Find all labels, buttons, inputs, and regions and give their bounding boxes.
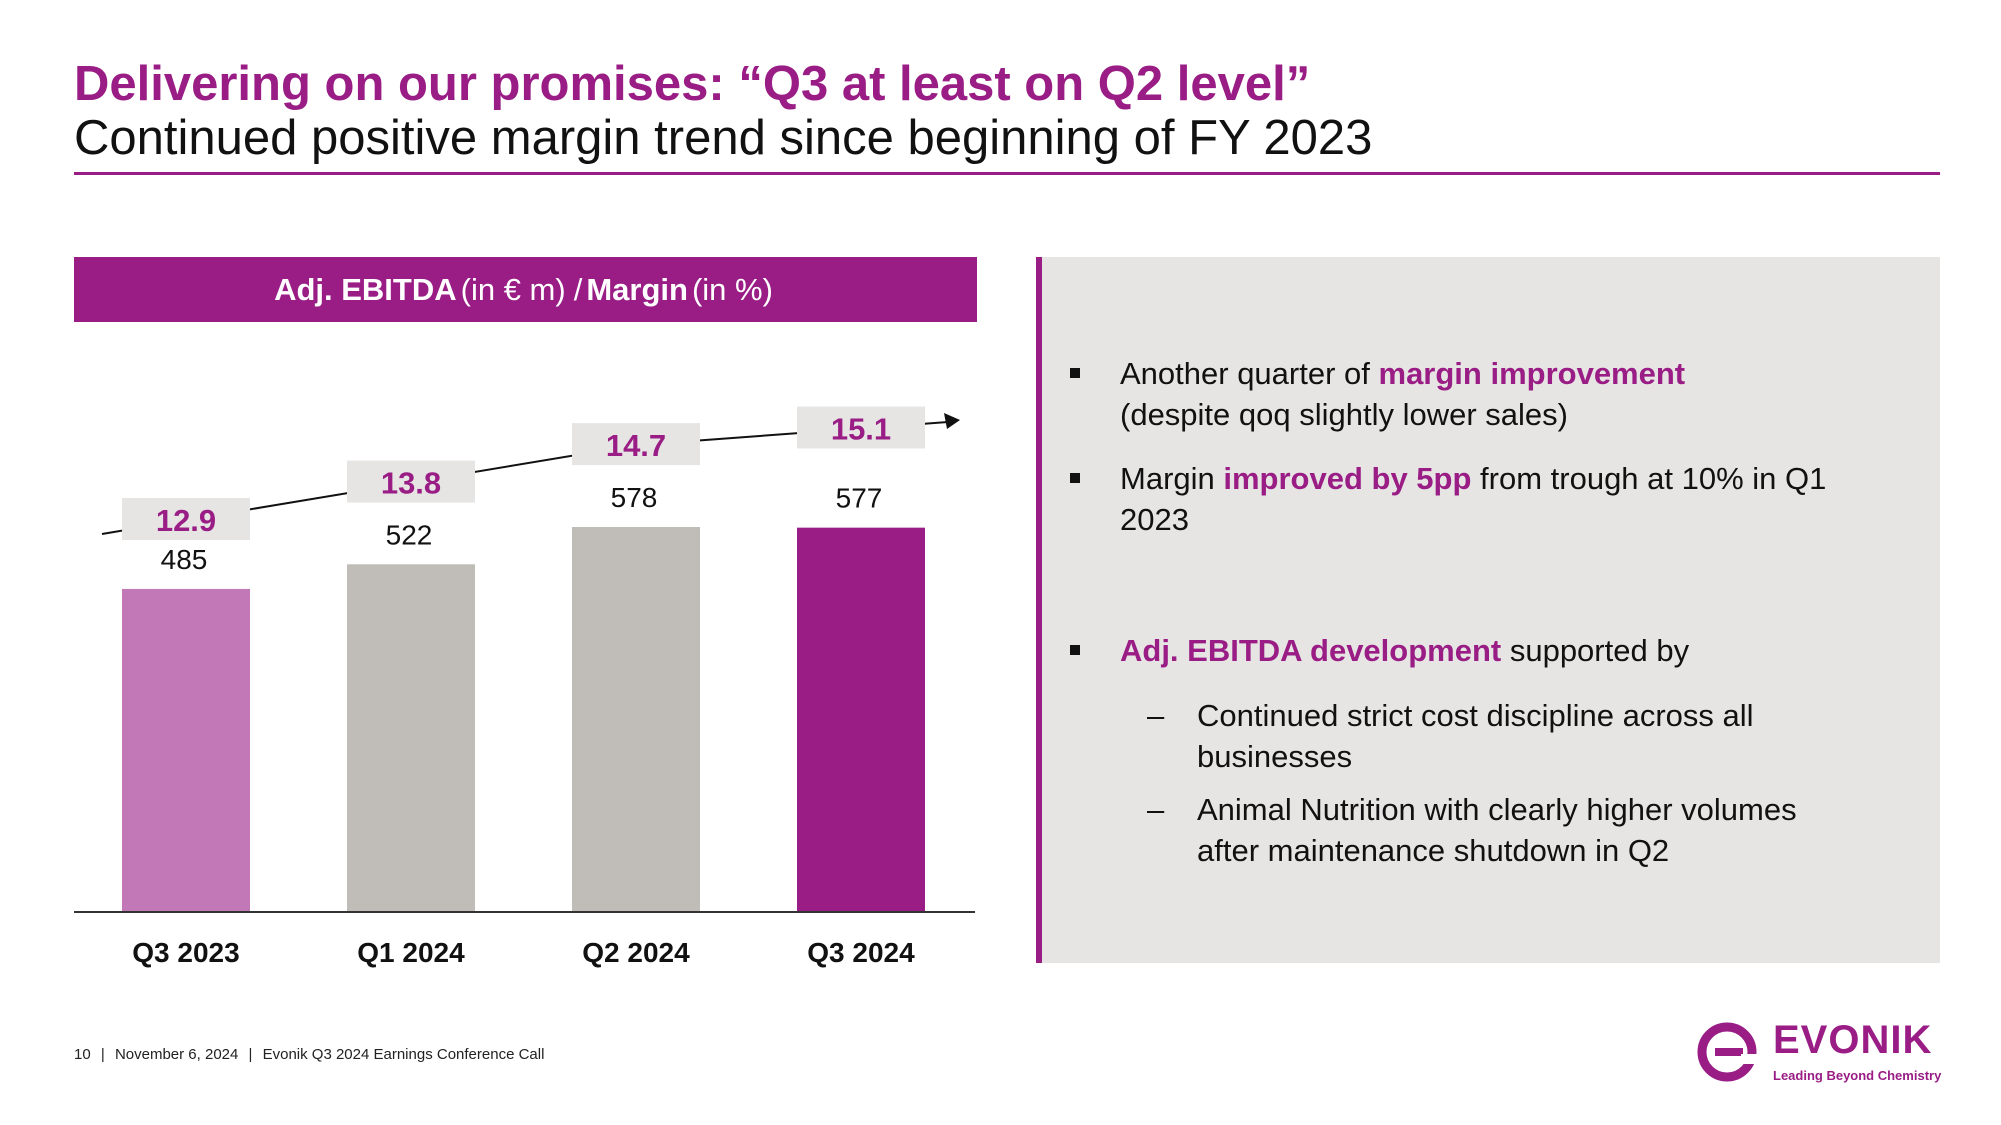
sub1-text: Continued strict cost discipline across … (1197, 698, 1754, 774)
bullet1-post: (despite qoq slightly lower sales) (1120, 397, 1568, 432)
ebitda-value-label: 485 (161, 544, 208, 575)
bullet-margin-improvement: Another quarter of margin improvement (de… (1070, 353, 1850, 435)
logo-wordmark: EVONIK (1773, 1018, 1933, 1062)
footer-separator: | (100, 1046, 105, 1063)
evonik-e-icon (1697, 1022, 1757, 1082)
ebitda-value-label: 577 (836, 483, 883, 514)
chart-title-metric2: Margin (586, 271, 688, 307)
x-tick-label: Q2 2024 (582, 937, 690, 968)
ebitda-margin-chart: 485 12.9 Q3 2023 522 13.8 Q1 2024 578 14.7 Q2 20… (74, 406, 975, 968)
title-divider (74, 172, 1940, 175)
margin-value-label: 13.8 (381, 466, 441, 501)
bullet-ebitda-development: Adj. EBITDA development supported by (1070, 630, 1850, 671)
bullet2-highlight: improved by 5pp (1223, 461, 1472, 496)
ebitda-bar-q1-2024 (347, 564, 475, 912)
bullet2-pre: Margin (1120, 461, 1224, 496)
footer-event: Evonik Q3 2024 Earnings Conference Call (262, 1046, 545, 1063)
dash-icon: – (1147, 698, 1165, 733)
margin-label-box (122, 498, 250, 540)
x-tick-label: Q3 2024 (807, 937, 915, 968)
ebitda-bar-q2-2024 (572, 527, 700, 912)
margin-value-label: 15.1 (831, 411, 891, 446)
sub2-text: Animal Nutrition with clearly higher vol… (1197, 792, 1797, 868)
ebitda-bar-q3-2024 (797, 527, 925, 912)
footer-separator: | (248, 1046, 253, 1063)
footer-page-number: 10 (74, 1046, 91, 1063)
margin-label-box (797, 406, 925, 449)
footer-date: November 6, 2024 (114, 1046, 239, 1063)
page-subtitle: Continued positive margin trend since be… (74, 111, 1373, 165)
evonik-logo: EVONIK Leading Beyond Chemistry (1695, 1018, 1945, 1090)
bullet1-pre: Another quarter of (1120, 356, 1379, 391)
bullet-square-icon (1070, 645, 1080, 655)
chart-title-unit2: (in %) (691, 271, 773, 307)
ebitda-bar-q3-2023 (122, 588, 250, 912)
margin-label-box (347, 460, 475, 503)
margin-label-box (572, 423, 700, 466)
chart-title-bar: Adj. EBITDA (in € m) / Margin (in %) (74, 257, 977, 322)
ebitda-value-label: 522 (386, 519, 433, 550)
bullet-square-icon (1070, 473, 1080, 483)
bullet-margin-5pp: Margin improved by 5pp from trough at 10… (1070, 458, 1850, 540)
bullet-square-icon (1070, 368, 1080, 378)
bullet2-post: from trough at 10% in Q1 2023 (1120, 461, 1827, 537)
sub-bullet-animal-nutrition: – Animal Nutrition with clearly higher v… (1147, 789, 1847, 871)
page-title: Delivering on our promises: “Q3 at least… (74, 57, 1311, 111)
bullet3-post: supported by (1501, 633, 1690, 668)
logo-tagline: Leading Beyond Chemistry (1773, 1068, 1942, 1083)
x-tick-label: Q1 2024 (357, 937, 465, 968)
x-tick-label: Q3 2023 (132, 937, 239, 968)
trend-arrow-icon (944, 413, 960, 430)
footer: 10 | November 6, 2024 | Evonik Q3 2024 E… (74, 1046, 550, 1063)
bullet3-highlight: Adj. EBITDA development (1120, 633, 1502, 668)
dash-icon: – (1147, 792, 1165, 827)
sub-bullet-cost-discipline: – Continued strict cost discipline acros… (1147, 695, 1847, 777)
chart-title-separator: / (573, 271, 583, 307)
chart-title-unit1: (in € m) (460, 271, 566, 307)
margin-value-label: 12.9 (156, 503, 216, 538)
commentary-panel: Another quarter of margin improvement (de… (1036, 257, 1940, 963)
chart-title-metric1: Adj. EBITDA (274, 271, 457, 307)
bullet1-highlight: margin improvement (1378, 356, 1686, 391)
margin-value-label: 14.7 (606, 428, 666, 463)
ebitda-value-label: 578 (611, 482, 658, 513)
